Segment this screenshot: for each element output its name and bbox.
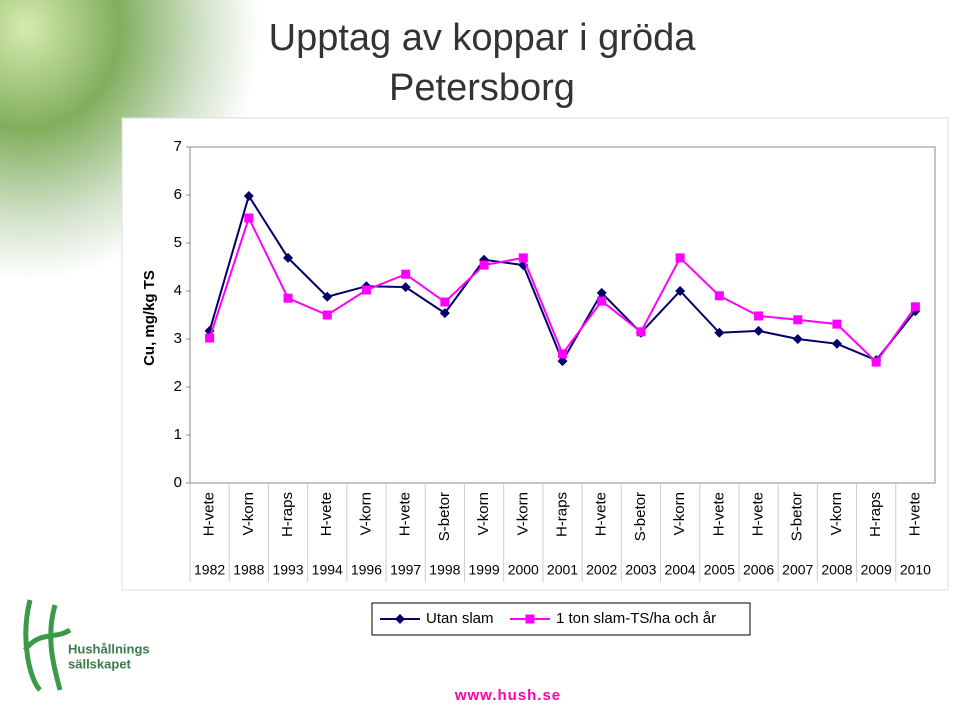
point	[557, 356, 568, 367]
point	[714, 291, 724, 301]
point	[871, 357, 881, 367]
y-tick-label: 1	[174, 426, 182, 443]
chart-area	[121, 117, 949, 591]
point	[675, 286, 686, 296]
point	[518, 253, 528, 263]
x-tick-label: V-korn	[671, 492, 688, 535]
x-tick-label: S-betor	[436, 492, 453, 541]
logo-text: Hushållnings	[68, 641, 150, 656]
point	[322, 291, 333, 302]
x-tick-label: H-vete	[593, 492, 610, 536]
point	[754, 311, 764, 321]
point	[558, 349, 567, 359]
x-year-label: 1996	[351, 562, 382, 578]
point	[596, 287, 607, 298]
x-year-label: 2003	[625, 562, 656, 578]
x-tick-label: V-korn	[240, 492, 257, 535]
x-year-label: 1988	[233, 562, 264, 578]
x-tick-label: V-korn	[357, 492, 374, 535]
x-year-label: 1982	[194, 562, 225, 578]
point	[243, 190, 254, 201]
point	[753, 325, 764, 336]
x-year-label: 2001	[547, 562, 578, 578]
point	[361, 285, 371, 295]
point	[792, 334, 803, 344]
x-year-label: 2009	[861, 562, 892, 578]
chart-subtitle: Petersborg	[389, 67, 575, 109]
x-tick-label: V-korn	[828, 492, 845, 535]
x-tick-label: H-vete	[750, 492, 767, 536]
x-tick-label: H-raps	[553, 492, 570, 537]
y-tick-label: 2	[174, 378, 182, 395]
point	[479, 260, 489, 270]
point	[831, 338, 842, 349]
x-year-label: 2006	[743, 562, 774, 578]
logo-text: sällskapet	[68, 656, 132, 671]
x-year-label: 1997	[390, 562, 421, 578]
y-tick-label: 5	[174, 234, 182, 251]
y-tick-label: 0	[174, 474, 182, 491]
x-year-label: 2004	[665, 562, 696, 578]
x-tick-label: V-korn	[475, 492, 492, 535]
point	[793, 315, 803, 325]
point	[205, 333, 215, 343]
x-tick-label: H-raps	[867, 492, 884, 537]
x-tick-label: H-vete	[710, 492, 727, 536]
point	[401, 269, 411, 279]
plot-frame	[189, 146, 936, 484]
x-tick-label: H-vete	[906, 492, 923, 536]
x-year-label: 2000	[508, 562, 539, 578]
x-tick-label: H-vete	[201, 492, 218, 536]
x-year-label: 1998	[429, 562, 460, 578]
x-tick-label: S-betor	[632, 492, 649, 541]
point	[440, 297, 450, 307]
y-tick-label: 4	[174, 282, 182, 299]
x-tick-label: V-korn	[514, 492, 531, 535]
legend	[371, 602, 751, 636]
point	[832, 319, 842, 329]
y-tick-label: 6	[174, 186, 182, 203]
point	[283, 252, 294, 263]
x-year-label: 1993	[272, 562, 303, 578]
x-tick-label: H-vete	[318, 492, 335, 536]
x-tick-label: H-vete	[397, 492, 414, 536]
point	[675, 253, 685, 263]
point	[525, 614, 535, 624]
point	[283, 293, 293, 303]
legend-label: 1 ton slam-TS/ha och år	[556, 610, 716, 627]
x-year-label: 1999	[469, 562, 500, 578]
point	[395, 614, 405, 624]
x-tick-label: H-raps	[279, 492, 296, 537]
footer-url: www.hush.se	[454, 687, 561, 704]
legend-label: Utan slam	[426, 610, 494, 627]
point	[636, 327, 646, 337]
y-axis-title: Cu, mg/kg TS	[141, 270, 158, 366]
point	[597, 296, 607, 306]
point	[910, 302, 920, 312]
logo: Hushållnings sällskapet	[23, 599, 150, 692]
point	[439, 308, 450, 319]
point	[714, 327, 725, 338]
chart-title: Upptag av koppar i gröda	[269, 17, 697, 59]
x-year-label: 2005	[704, 562, 735, 578]
point	[400, 282, 411, 293]
x-year-label: 2007	[782, 562, 813, 578]
point	[244, 213, 254, 223]
x-year-label: 2002	[586, 562, 617, 578]
point	[322, 310, 332, 320]
y-tick-label: 7	[174, 138, 182, 155]
x-year-label: 2008	[821, 562, 852, 578]
y-tick-label: 3	[174, 330, 182, 347]
x-year-label: 1994	[312, 562, 343, 578]
logo-mark	[23, 599, 72, 692]
x-tick-label: S-betor	[789, 492, 806, 541]
x-year-label: 2010	[900, 562, 931, 578]
